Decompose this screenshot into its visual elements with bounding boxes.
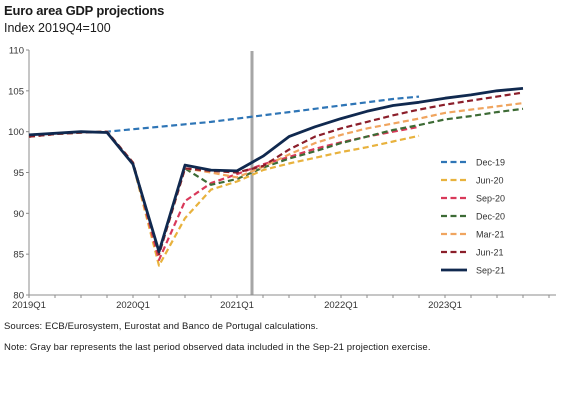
series-line-mar-21 [28,102,524,256]
x-tick-label: 2021Q1 [220,300,254,311]
legend-label-dec-19: Dec-19 [476,158,505,168]
legend-label-sep-21: Sep-21 [476,266,505,276]
y-tick-label: 110 [9,46,24,57]
chart-subtitle: Index 2019Q4=100 [4,21,111,35]
legend-label-sep-20: Sep-20 [476,194,505,204]
legend-label-mar-21: Mar-21 [476,230,505,240]
x-tick-label: 2020Q1 [116,300,150,311]
legend-label-jun-20: Jun-20 [476,176,504,186]
x-tick-label: 2023Q1 [428,300,462,311]
series-line-sep-20 [28,125,420,261]
x-tick-label: 2019Q1 [12,300,46,311]
x-tick-label: 2022Q1 [324,300,358,311]
series-line-dec-19 [28,95,420,136]
y-tick-label: 105 [8,86,24,97]
sources-note: Sources: ECB/Eurosystem, Eurostat and Ba… [4,321,319,332]
y-tick-label: 80 [13,291,24,302]
y-tick-label: 85 [13,250,24,261]
chart-title: Euro area GDP projections [4,3,165,18]
y-tick-label: 90 [13,209,24,220]
gray-bar-note: Note: Gray bar represents the last perio… [4,342,431,353]
series-line-jun-21 [28,91,524,256]
y-tick-label: 100 [8,127,24,138]
legend-label-dec-20: Dec-20 [476,212,505,222]
y-tick-label: 95 [13,168,24,179]
series-line-jun-20 [28,130,420,267]
series-line-sep-21 [28,87,524,254]
line-chart: 80 85 90 95 100 105 110 2019Q1 2020Q1 2021Q1 2022Q… [8,46,556,311]
series-line-dec-20 [28,107,524,256]
legend-label-jun-21: Jun-21 [476,248,504,258]
last-observed-bar [250,51,254,295]
